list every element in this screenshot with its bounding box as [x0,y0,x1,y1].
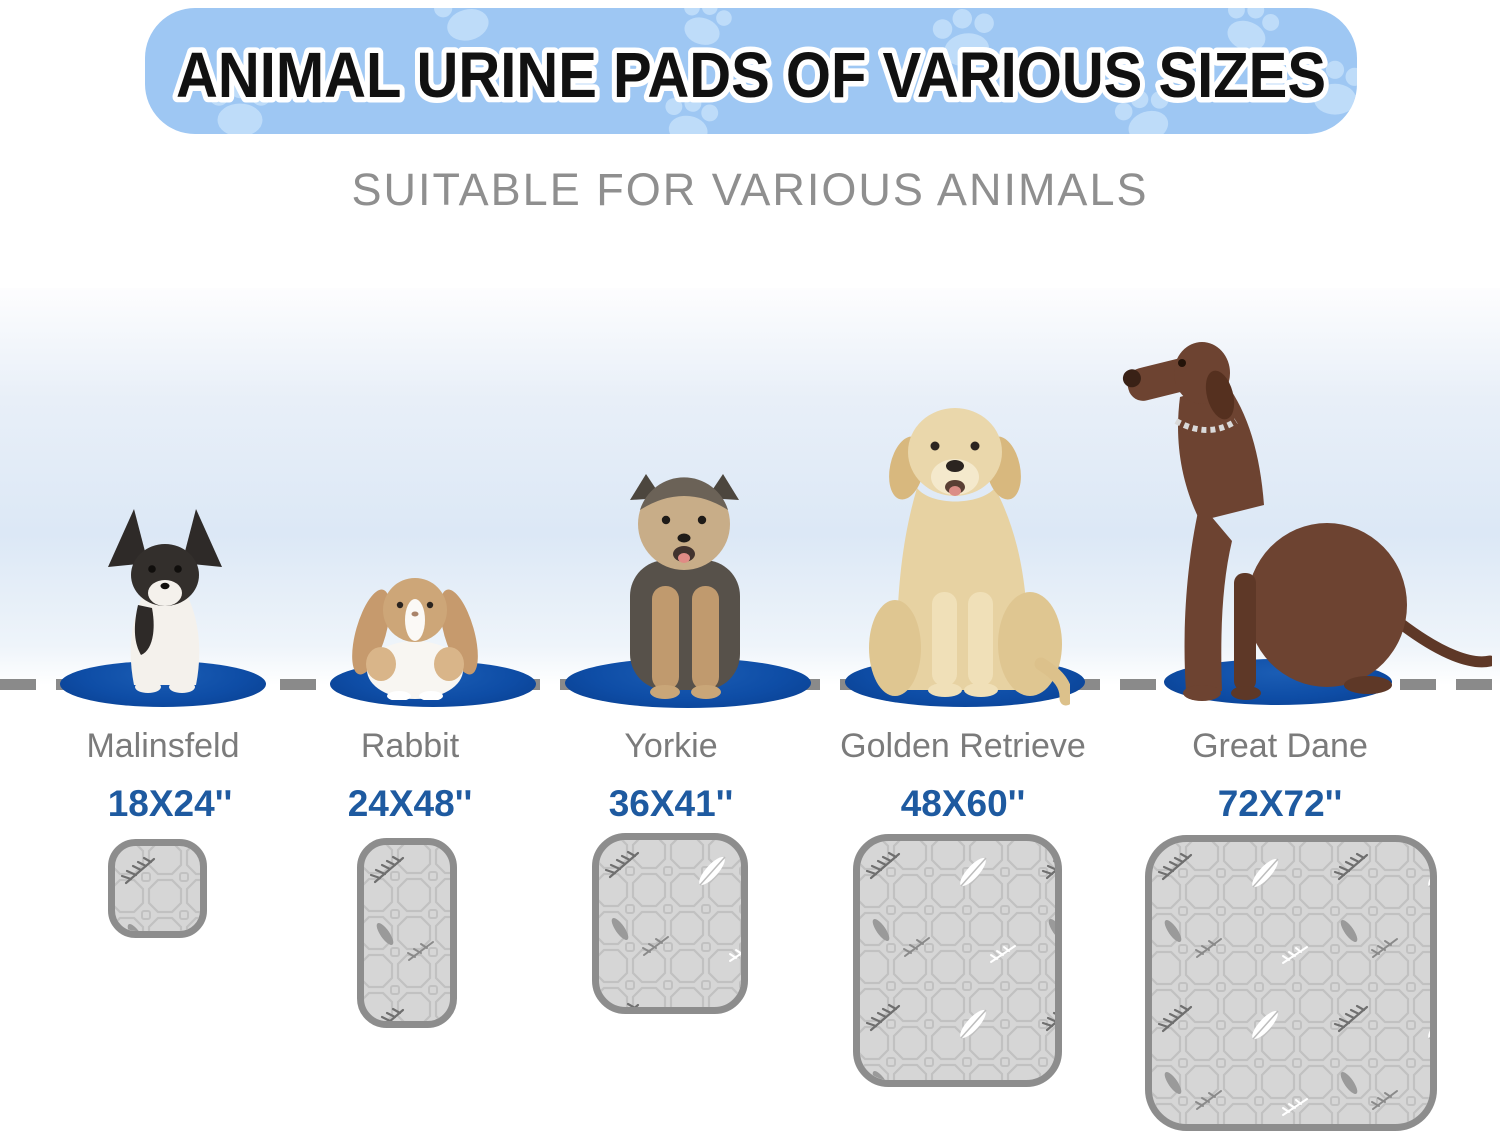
great-dane-photo [1122,342,1492,701]
pad-size-48x60: 48X60'' [900,783,1026,824]
pad-image-36x41 [592,833,748,1014]
animal-name-golden-retrieve: Golden Retrieve [840,727,1086,765]
page-title: ANIMAL URINE PADS OF VARIOUS SIZES [176,39,1326,111]
animal-name-rabbit: Rabbit [360,727,460,765]
title-banner: ANIMAL URINE PADS OF VARIOUS SIZES [145,8,1357,134]
animal-name-malinsfeld: Malinsfeld [86,727,240,765]
rabbit-photo [352,578,478,700]
pad-size-72x72: 72X72'' [1217,783,1343,824]
pad-size-18x24: 18X24'' [107,783,233,824]
golden-retriever-photo [869,408,1070,706]
animal-name-yorkie: Yorkie [624,727,718,765]
pad-size-36x41: 36X41'' [608,783,734,824]
subtitle: SUITABLE FOR VARIOUS ANIMALS [351,164,1149,215]
animal-name-great-dane: Great Dane [1192,727,1368,765]
chihuahua-photo [108,509,222,693]
paw-print-pattern [209,8,1357,134]
banner-title-svg: ANIMAL URINE PADS OF VARIOUS SIZES [171,34,1332,117]
yorkie-photo [630,474,740,699]
pad-image-18x24 [108,839,207,938]
pad-size-24x48: 24X48'' [347,783,473,824]
pad-image-48x60 [853,834,1062,1087]
pad-image-24x48 [357,838,457,1028]
pad-image-72x72 [1145,835,1437,1131]
